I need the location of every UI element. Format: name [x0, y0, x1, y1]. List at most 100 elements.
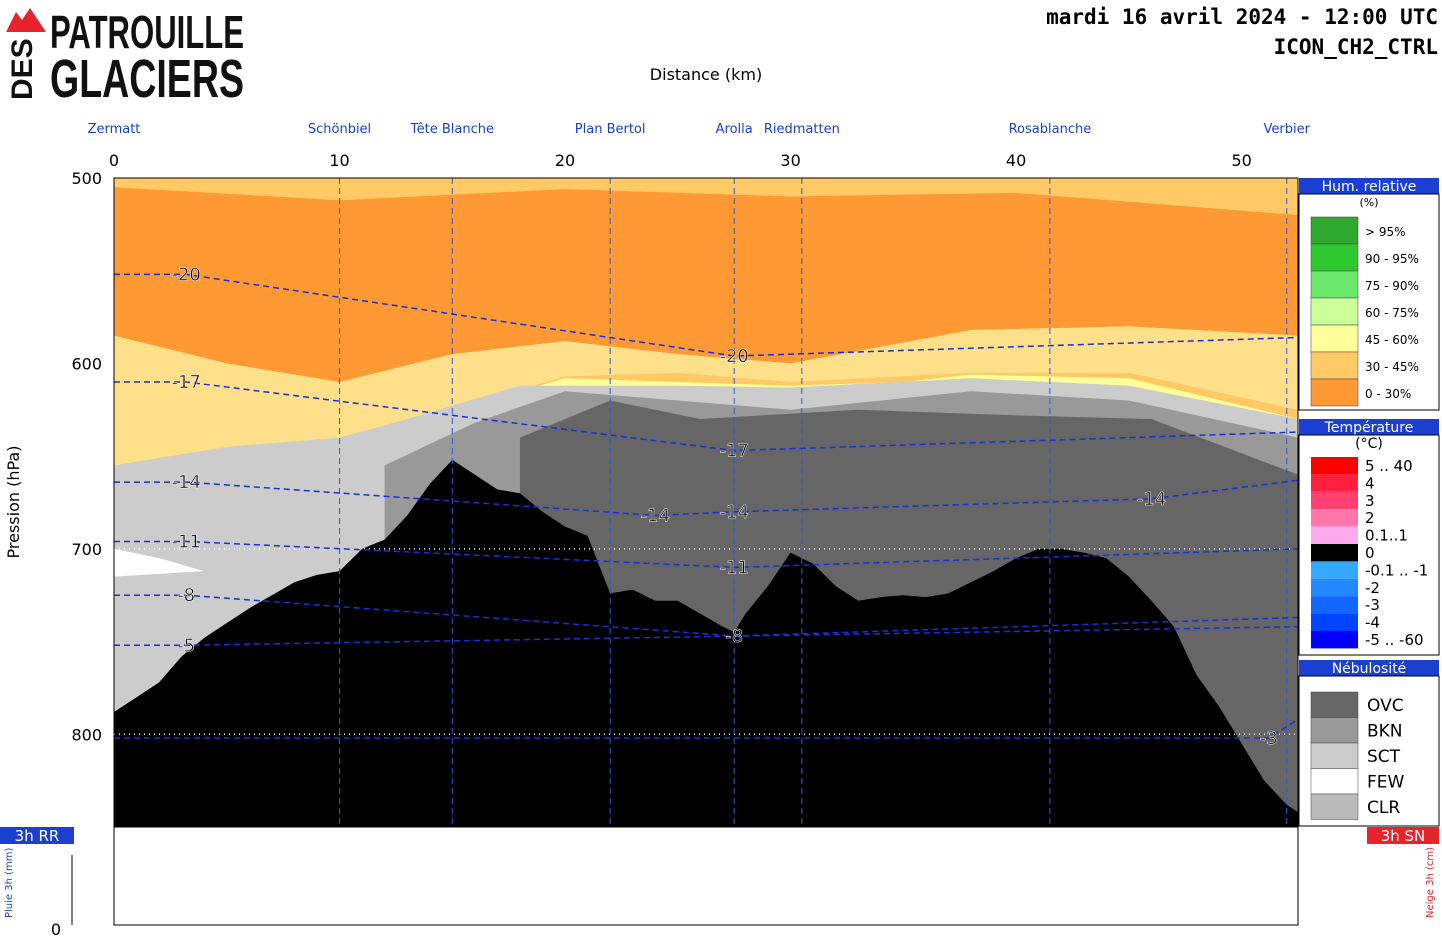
humidity-label: > 95% [1365, 225, 1406, 239]
temperature-legend-header [1299, 419, 1439, 435]
contour-label: -5 [177, 635, 195, 656]
waypoint-label: Zermatt [88, 122, 141, 137]
contour-label: -8 [177, 585, 195, 606]
isotherm [114, 718, 1299, 739]
humidity-label: 45 - 60% [1365, 333, 1419, 347]
cloud-swatch [1310, 691, 1359, 718]
cloud-label: CLR [1367, 798, 1400, 818]
waypoint-label: Tête Blanche [410, 122, 494, 137]
humidity-label: 75 - 90% [1365, 279, 1419, 293]
temperature-swatch [1311, 561, 1358, 579]
isotherm [114, 479, 1299, 517]
humidity-legend-unit: (%) [1359, 196, 1378, 209]
contour-label: -14 [719, 502, 748, 523]
contour-label: -11 [171, 531, 200, 552]
temperature-swatch [1311, 491, 1358, 510]
waypoint-label: Schönbiel [308, 122, 371, 137]
band-30-45-lower [114, 326, 1298, 549]
x-tick-label: 20 [555, 151, 575, 170]
temperature-label: 3 [1365, 492, 1375, 510]
humidity-label: 90 - 95% [1365, 252, 1419, 266]
rain-axis-zero: 0 [51, 920, 61, 938]
waypoint-label: Riedmatten [764, 122, 840, 137]
contour-label: -3 [1260, 728, 1278, 749]
temperature-legend-title: Température [1324, 420, 1414, 436]
x-axis-label: Distance (km) [650, 65, 762, 84]
contour-label: -14 [171, 472, 200, 493]
temperature-swatch [1311, 613, 1358, 631]
snow-tag-label: 3h SN [1381, 827, 1426, 845]
waypoint-label: Verbier [1264, 122, 1311, 137]
terrain [114, 459, 1298, 827]
x-tick-label: 0 [109, 151, 119, 170]
humidity-swatch [1310, 243, 1359, 272]
logo-top: PATROUILLE [50, 6, 244, 58]
humidity-swatch [1310, 324, 1359, 353]
temperature-label: -3 [1365, 596, 1380, 614]
temperature-swatch [1311, 509, 1358, 527]
isotherm [114, 625, 1299, 647]
temperature-contours: -20 -20 -17 -17 -14 -14 -14 -14 -11 -11 -8 -8 -5 -3 [114, 264, 1299, 749]
y-tick-label: 800 [71, 725, 102, 744]
humidity-label: 60 - 75% [1365, 306, 1419, 320]
contour-label: -14 [1137, 489, 1166, 510]
temperature-label: 0 [1365, 544, 1375, 562]
humidity-label: 0 - 30% [1365, 387, 1411, 401]
x-tick-label: 40 [1006, 151, 1026, 170]
logo-bottom: GLACIERS [50, 49, 244, 102]
temperature-label: 0.1..1 [1365, 527, 1408, 545]
humidity-swatch [1310, 297, 1359, 326]
logo-side: DES [6, 38, 39, 100]
rain-tag [0, 827, 74, 844]
temperature-swatch [1311, 474, 1358, 492]
forecast-datetime: mardi 16 avril 2024 - 12:00 UTC [1046, 5, 1438, 29]
temperature-swatch [1311, 544, 1358, 562]
humidity-swatch [1310, 270, 1359, 299]
cloud-legend-title: Nébulosité [1332, 661, 1407, 677]
contour-label: -14 [641, 505, 670, 526]
temperature-label: -2 [1365, 579, 1380, 597]
cloud-label: SCT [1367, 747, 1401, 767]
temperature-label: 5 .. 40 [1365, 457, 1413, 475]
humidity-swatch [1310, 378, 1359, 407]
cloud-label: BKN [1367, 722, 1403, 742]
contour-label: -17 [719, 441, 748, 462]
temperature-swatch [1311, 578, 1358, 597]
precip-panel: 3h RR 3h SN Pluie 3h (mm) Neige 3h (cm) 0 [0, 826, 1439, 938]
cloud-swatch [1310, 793, 1359, 820]
temperature-label: -4 [1365, 614, 1380, 632]
x-tick-label: 50 [1231, 151, 1251, 170]
temperature-label: 4 [1365, 474, 1375, 492]
temperature-legend-unit: (°C) [1355, 436, 1383, 452]
temperature-swatch [1311, 631, 1358, 649]
x-tick-label: 10 [329, 151, 349, 170]
terrain-silhouette [114, 459, 1298, 827]
model-name: ICON_CH2_CTRL [1273, 35, 1438, 59]
waypoint-label: Arolla [716, 122, 753, 137]
contour-label: -11 [719, 557, 748, 578]
snow-axis-label: Neige 3h (cm) [1425, 847, 1436, 918]
contour-label: -8 [725, 626, 743, 647]
contour-label: -20 [719, 346, 748, 367]
temperature-label: -0.1 .. -1 [1365, 561, 1428, 579]
temperature-swatch [1311, 457, 1358, 475]
y-axis-label: Pression (hPa) [4, 446, 23, 559]
waypoint-label: Rosablanche [1009, 122, 1092, 137]
logo: DES PATROUILLE GLACIERS [6, 6, 244, 102]
snow-tag [1367, 827, 1439, 844]
legend: Hum. relative(%) > 95% 90 - 95% 75 - 90% 60 … [1298, 178, 1440, 827]
contour-label: -20 [171, 264, 200, 285]
rain-axis-label: Pluie 3h (mm) [4, 847, 15, 918]
cloud-swatch [1310, 717, 1359, 744]
humidity-label: 30 - 45% [1365, 360, 1419, 374]
humidity-swatch [1310, 351, 1359, 380]
header-title: mardi 16 avril 2024 - 12:00 UTC ICON_CH2… [1046, 2, 1438, 62]
y-tick-label: 700 [71, 540, 102, 559]
temperature-label: -5 .. -60 [1365, 631, 1424, 649]
isotherm [114, 594, 1299, 637]
humidity-legend-title: Hum. relative [1322, 179, 1417, 195]
cloud-swatch [1310, 768, 1359, 795]
x-tick-label: 30 [780, 151, 800, 170]
